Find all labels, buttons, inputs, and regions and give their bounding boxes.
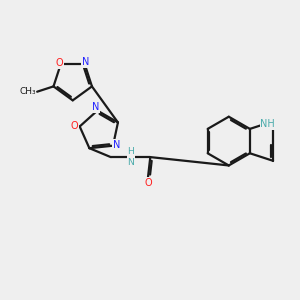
- Text: O: O: [56, 58, 63, 68]
- Text: CH₃: CH₃: [19, 87, 36, 96]
- Text: N: N: [92, 102, 100, 112]
- Text: N: N: [113, 140, 120, 150]
- Text: O: O: [70, 122, 78, 131]
- Text: N: N: [82, 57, 89, 67]
- Text: NH: NH: [260, 119, 275, 129]
- Text: H
N: H N: [128, 147, 134, 167]
- Text: O: O: [144, 178, 152, 188]
